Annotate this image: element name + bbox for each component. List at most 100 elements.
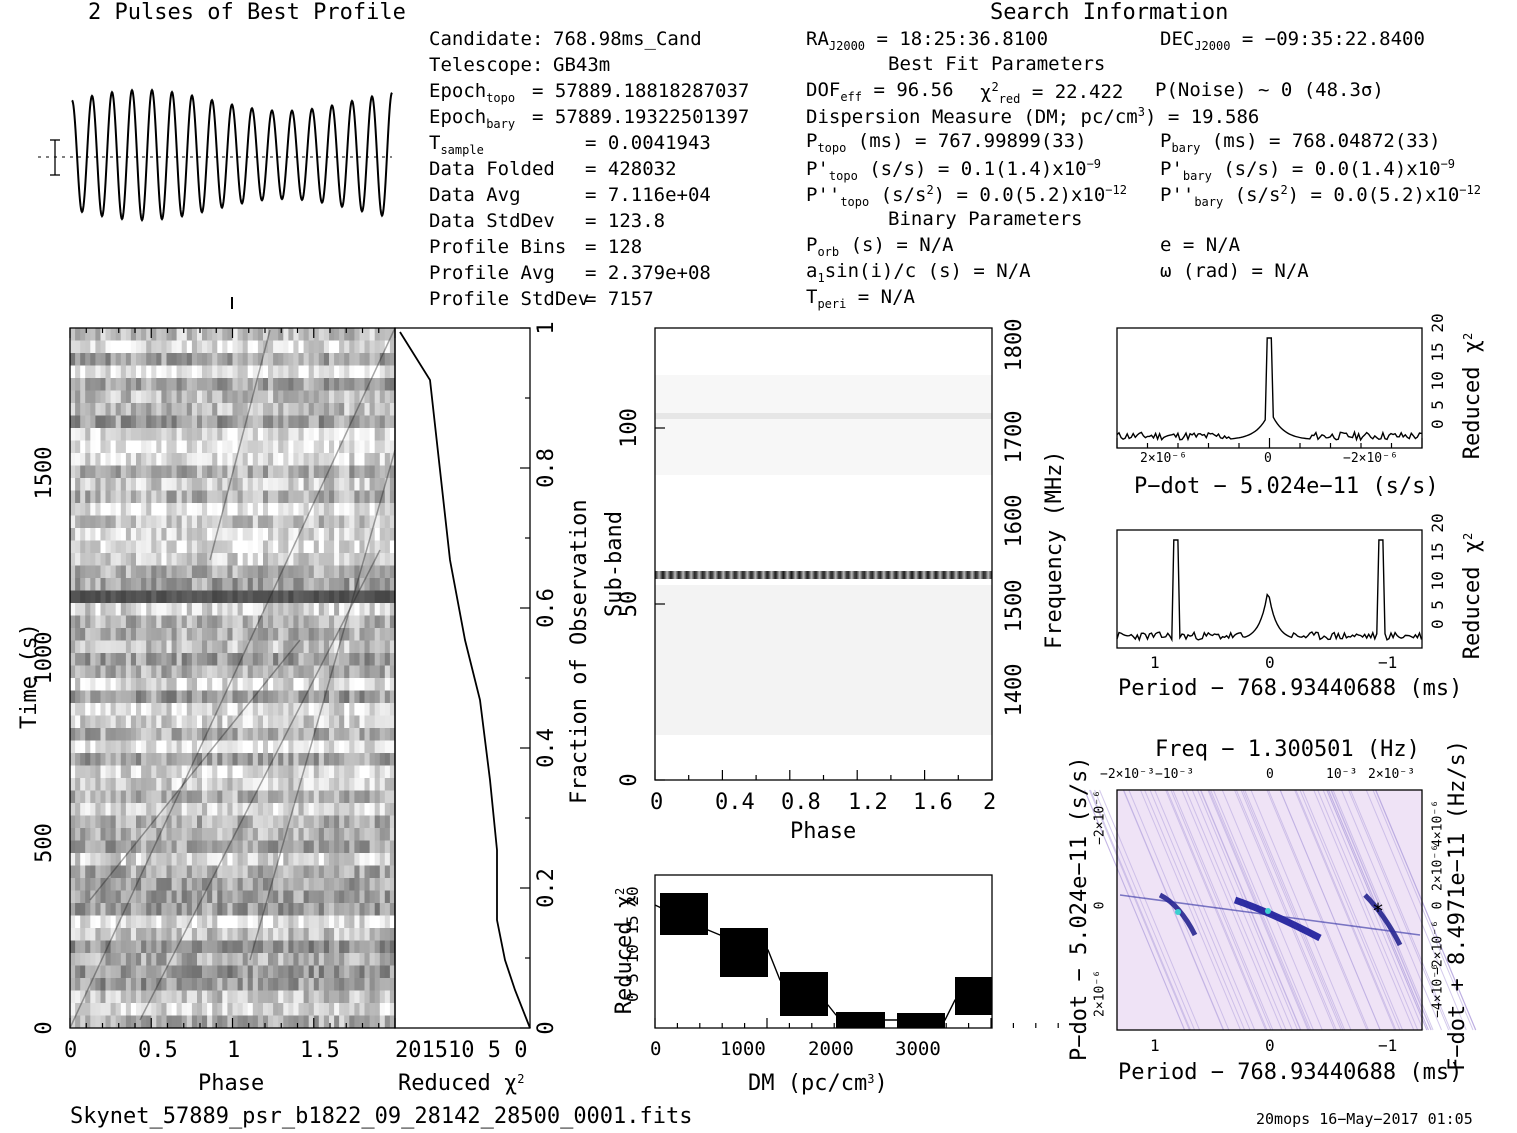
subband-plot bbox=[654, 327, 993, 781]
period-chi-ticks: 0 5 10 15 20 bbox=[1428, 513, 1447, 629]
phase2-tick: 1.6 bbox=[913, 790, 953, 815]
info-label: Profile Bins bbox=[429, 236, 567, 258]
phase-tick: 0 bbox=[64, 1038, 78, 1063]
freq-top-tick: −10⁻³ bbox=[1155, 767, 1195, 782]
pdtopo-line: P'topo (s/s) = 0.1(1.4)x10−9 bbox=[806, 157, 1102, 183]
subband-tick: 0 bbox=[617, 773, 642, 787]
info-label: Profile StdDev bbox=[429, 288, 590, 310]
info-value: GB43m bbox=[553, 54, 611, 76]
period-axis-label: Period − 768.93440688 (ms) bbox=[1118, 676, 1463, 701]
info-value: = 0.0041943 bbox=[585, 132, 711, 154]
fraction-axis-label: Fraction of Observation bbox=[567, 499, 592, 804]
info-value: 768.98ms_Cand bbox=[553, 28, 702, 50]
pdot-y-tick: −2×10⁻⁶ bbox=[1092, 790, 1108, 845]
info-label: Telescope: bbox=[429, 54, 544, 76]
freq-top-tick: 10⁻³ bbox=[1326, 767, 1358, 782]
fraction-tick: 0.4 bbox=[534, 728, 559, 768]
period-x-tick: −1 bbox=[1378, 653, 1398, 672]
info-value: = 128 bbox=[585, 236, 643, 258]
pdot-chi-ticks: 0 5 10 15 20 bbox=[1428, 313, 1447, 429]
subband-tick: 100 bbox=[617, 408, 642, 448]
search-title: Search Information bbox=[990, 0, 1229, 25]
period-x-tick: 1 bbox=[1150, 653, 1160, 672]
pdot-axis-label: P−dot − 5.024e−11 (s/s) bbox=[1134, 474, 1439, 499]
info-label: Data Folded bbox=[429, 158, 555, 180]
dm-axis-label: DM (pc/cm3) bbox=[748, 1071, 888, 1096]
dm-tick: 2000 bbox=[808, 1038, 854, 1060]
chi-fraction-curve bbox=[399, 331, 531, 1029]
chi-red-line: χ2red = 22.422 bbox=[980, 80, 1124, 106]
info-label: Data StdDev bbox=[429, 210, 555, 232]
frequency-axis-label: Frequency (MHz) bbox=[1042, 450, 1067, 649]
freq-top-tick: 0 bbox=[1266, 767, 1274, 782]
dm-line: Dispersion Measure (DM; pc/cm3) = 19.586 bbox=[806, 105, 1260, 128]
period-chi-axis-label: Reduced χ2 bbox=[1460, 532, 1485, 660]
phase-axis-label: Phase bbox=[198, 1071, 265, 1096]
pnoise-line: P(Noise) ~ 0 (48.3σ) bbox=[1155, 79, 1384, 101]
dm-tick: 3000 bbox=[895, 1038, 941, 1060]
pdot-x-tick: 2×10⁻⁶ bbox=[1140, 451, 1187, 466]
info-value: = 7157 bbox=[585, 288, 654, 310]
info-label: Candidate: bbox=[429, 28, 544, 50]
period-bottom-tick: 1 bbox=[1150, 1036, 1160, 1055]
dec-line: DECJ2000 = −09:35:22.8400 bbox=[1160, 28, 1425, 53]
dm-tick: 1000 bbox=[720, 1038, 766, 1060]
time-phase-plot bbox=[69, 327, 396, 1029]
frequency-tick: 1700 bbox=[1002, 410, 1027, 464]
frequency-tick: 1500 bbox=[1002, 579, 1027, 633]
info-value: = 57889.19322501397 bbox=[532, 106, 750, 128]
phase2-tick: 0.4 bbox=[715, 790, 755, 815]
dof-line: DOFeff = 96.56 bbox=[806, 79, 954, 104]
info-label: Data Avg bbox=[429, 184, 521, 206]
porb-line: Porb (s) = N/A bbox=[806, 234, 954, 259]
chi-fraction-plot bbox=[394, 327, 531, 1029]
time-tick: 1000 bbox=[32, 631, 57, 685]
period-chi-curve bbox=[1116, 539, 1423, 643]
ptopo-line: Ptopo (ms) = 767.99899(33) bbox=[806, 130, 1087, 155]
pdot-x-tick: −2×10⁻⁶ bbox=[1343, 451, 1398, 466]
fraction-tick: 0.6 bbox=[534, 588, 559, 628]
info-value: = 123.8 bbox=[585, 210, 666, 232]
time-tick: 1500 bbox=[32, 446, 57, 500]
redchi-tick: 201510 5 0 bbox=[395, 1038, 528, 1063]
frequency-tick: 1600 bbox=[1002, 494, 1027, 548]
p-pdot-plane: * bbox=[1084, 789, 1477, 1031]
profile-plot bbox=[38, 88, 393, 309]
filename: Skynet_57889_psr_b1822_09_28142_28500_00… bbox=[70, 1104, 693, 1129]
freq-top-tick: −2×10⁻³ bbox=[1100, 767, 1155, 782]
pdot-chi-axis-label: Reduced χ2 bbox=[1460, 332, 1485, 460]
frequency-tick: 1400 bbox=[1002, 663, 1027, 717]
subband-tick: 50 bbox=[617, 590, 642, 618]
period-bottom-tick: −1 bbox=[1378, 1036, 1398, 1055]
pdbary-line: P'bary (s/s) = 0.0(1.4)x10−9 bbox=[1160, 157, 1456, 183]
phase-tick: 0.5 bbox=[138, 1038, 178, 1063]
phase-tick: 1 bbox=[227, 1038, 241, 1063]
pddtopo-line: P''topo (s/s2) = 0.0(5.2)x10−12 bbox=[806, 183, 1127, 209]
phase-tick: 1.5 bbox=[300, 1038, 340, 1063]
time-tick: 0 bbox=[32, 1021, 57, 1035]
fdot-y-tick: −4×10⁻⁶ bbox=[1430, 963, 1446, 1018]
dm-chi-curve bbox=[654, 904, 993, 1021]
dm-tick: 0 bbox=[650, 1038, 662, 1060]
profile-title: 2 Pulses of Best Profile bbox=[88, 0, 406, 25]
freq-top-axis-label: Freq − 1.300501 (Hz) bbox=[1155, 737, 1420, 762]
time-tick: 500 bbox=[32, 823, 57, 863]
pddbary-line: P''bary (s/s2) = 0.0(5.2)x10−12 bbox=[1160, 183, 1481, 209]
pdot-left-axis-label: P−dot − 5.024e−11 (s/s) bbox=[1067, 756, 1092, 1061]
pdot-x-tick: 0 bbox=[1264, 451, 1272, 466]
frequency-tick: 1800 bbox=[1002, 318, 1027, 372]
omega-line: ω (rad) = N/A bbox=[1160, 260, 1309, 282]
binary-title: Binary Parameters bbox=[888, 208, 1083, 230]
ra-line: RAJ2000 = 18:25:36.8100 bbox=[806, 28, 1049, 53]
period-x-tick: 0 bbox=[1265, 653, 1275, 672]
phase2-tick: 0.8 bbox=[781, 790, 821, 815]
pdot-y-tick: 2×10⁻⁶ bbox=[1092, 970, 1108, 1017]
period-bottom-tick: 0 bbox=[1265, 1036, 1275, 1055]
phase2-tick: 1.2 bbox=[848, 790, 888, 815]
info-label: Tsample bbox=[429, 132, 484, 157]
pbary-line: Pbary (ms) = 768.04872(33) bbox=[1160, 130, 1441, 155]
best-fit-title: Best Fit Parameters bbox=[888, 53, 1106, 75]
tperi-line: Tperi = N/A bbox=[806, 286, 915, 311]
freq-top-tick: 2×10⁻³ bbox=[1368, 767, 1415, 782]
